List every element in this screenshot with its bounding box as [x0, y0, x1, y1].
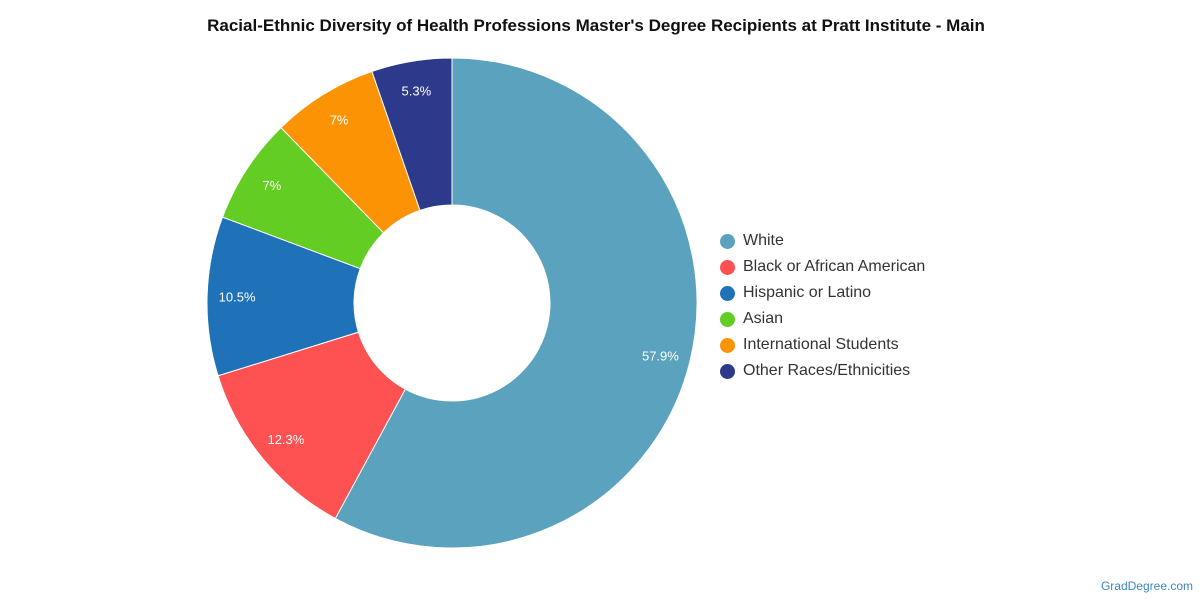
legend-item[interactable]: Black or African American: [720, 254, 925, 280]
source-link[interactable]: GradDegree.com: [1100, 579, 1193, 593]
legend-swatch: [720, 337, 735, 353]
legend-label: Hispanic or Latino: [743, 284, 872, 301]
slice-hispanic-or-latino[interactable]: [206, 216, 361, 377]
legend-swatch: [720, 233, 735, 249]
legend-swatch: [720, 259, 735, 275]
legend-item[interactable]: Other Races/Ethnicities: [720, 358, 925, 384]
legend-label: Black or African American: [743, 258, 926, 275]
slice-label: 10.5%: [219, 289, 256, 304]
slice-label: 57.9%: [642, 348, 679, 363]
legend-item[interactable]: Asian: [720, 306, 925, 332]
legend-item[interactable]: International Students: [720, 332, 925, 358]
legend-label: Asian: [743, 310, 784, 327]
legend-swatch: [720, 363, 735, 379]
legend-swatch: [720, 285, 735, 301]
chart-title: Racial-Ethnic Diversity of Health Profes…: [207, 16, 985, 35]
legend-item[interactable]: Hispanic or Latino: [720, 280, 925, 306]
slice-label: 12.3%: [267, 432, 304, 447]
slice-other-races-ethnicities[interactable]: [371, 57, 453, 212]
slice-label: 5.3%: [402, 83, 432, 98]
legend-swatch: [720, 311, 735, 327]
chart-legend: White Black or African American Hispanic o…: [720, 228, 925, 384]
legend-label: International Students: [743, 336, 899, 353]
legend-item[interactable]: White: [720, 228, 925, 254]
legend-label: White: [743, 232, 784, 249]
slice-white[interactable]: [334, 57, 698, 549]
slice-black-or-african-american[interactable]: [217, 331, 407, 520]
slice-label: 7%: [330, 113, 349, 128]
slice-label: 7%: [263, 178, 282, 193]
legend-label: Other Races/Ethnicities: [743, 362, 911, 379]
